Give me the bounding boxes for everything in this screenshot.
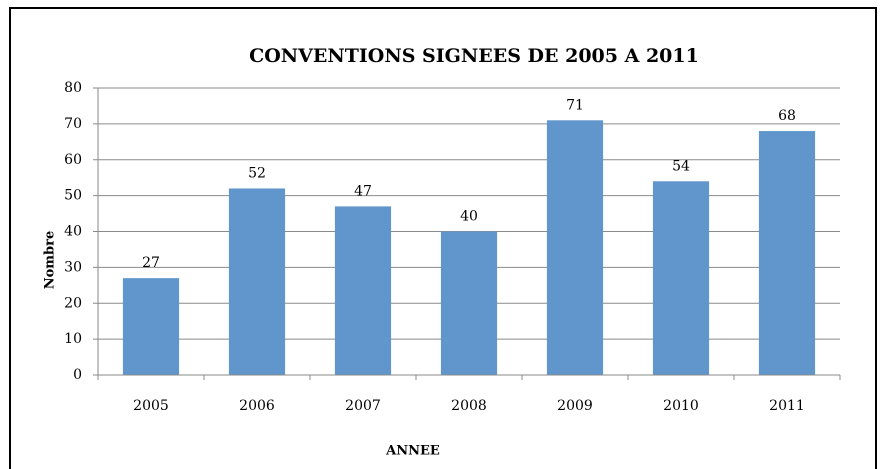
- x-tick-label: 2008: [451, 398, 487, 414]
- bar: [122, 278, 180, 375]
- bar: [758, 131, 816, 375]
- chart-title: CONVENTIONS SIGNEES DE 2005 A 2011: [249, 45, 699, 67]
- y-tick-label: 0: [73, 367, 82, 383]
- y-tick-label: 30: [64, 259, 82, 275]
- bar: [652, 181, 710, 375]
- y-axis-label: Nombre: [43, 231, 58, 290]
- data-label: 68: [778, 108, 796, 124]
- data-label: 54: [672, 158, 690, 174]
- y-tick-label: 10: [64, 331, 82, 347]
- data-label: 47: [354, 183, 372, 199]
- bar: [440, 231, 498, 375]
- x-tick-label: 2006: [239, 398, 275, 414]
- bar: [334, 206, 392, 375]
- data-label: 71: [566, 97, 584, 113]
- y-tick-label: 80: [64, 80, 82, 96]
- y-tick-label: 40: [64, 224, 82, 240]
- x-tick-label: 2010: [663, 398, 699, 414]
- y-tick-label: 70: [64, 116, 82, 132]
- data-label: 52: [248, 165, 266, 181]
- y-tick-label: 60: [64, 152, 82, 168]
- x-axis-label: ANNEE: [385, 444, 440, 459]
- bar: [546, 120, 604, 375]
- y-tick-label: 50: [64, 188, 82, 204]
- x-tick-label: 2005: [133, 398, 169, 414]
- x-tick-label: 2009: [557, 398, 593, 414]
- data-label: 27: [142, 255, 160, 271]
- x-tick-label: 2011: [769, 398, 805, 414]
- bar: [228, 188, 286, 375]
- data-label: 40: [460, 209, 478, 225]
- y-tick-label: 20: [64, 295, 82, 311]
- x-tick-label: 2007: [345, 398, 381, 414]
